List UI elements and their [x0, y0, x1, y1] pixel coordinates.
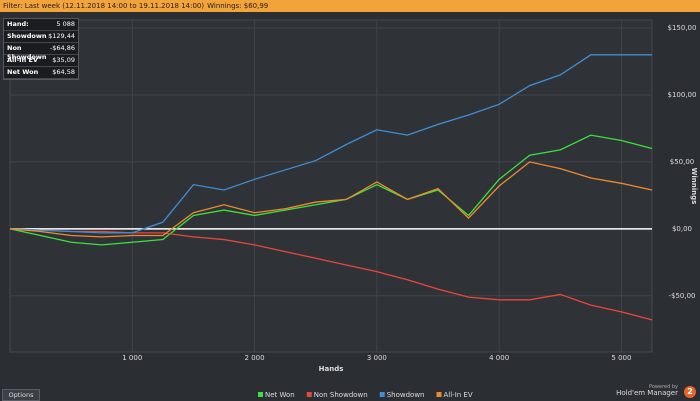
y-tick-label: $150,00	[668, 24, 697, 32]
plot-area	[9, 19, 653, 353]
stat-row: All-In EV $35,09	[4, 55, 78, 67]
stat-label: Hand:	[7, 20, 29, 28]
stat-label: Showdown	[7, 32, 47, 40]
stat-value: -$64,86	[49, 44, 75, 52]
series-line	[9, 228, 653, 321]
stat-row: Showdown $129,44	[4, 31, 78, 43]
stat-row: Non Showdown -$64,86	[4, 43, 78, 61]
legend-swatch	[306, 392, 312, 397]
x-tick-label: 4 000	[489, 354, 509, 362]
y-tick-label: $0,00	[672, 225, 692, 233]
stat-label: Net Won	[7, 68, 39, 76]
options-button[interactable]: Options	[2, 389, 40, 401]
stat-label: All-In EV	[7, 56, 38, 64]
branding: Powered by Hold'em Manager	[616, 384, 678, 397]
x-tick-label: 2 000	[245, 354, 265, 362]
stat-label: Non Showdown	[7, 44, 47, 61]
series-line	[9, 134, 653, 246]
filter-bar: Filter: Last week (12.11.2018 14:00 to 1…	[0, 0, 700, 12]
x-tick-label: 1 000	[122, 354, 142, 362]
powered-by: Powered by	[649, 384, 678, 390]
stat-row: Net Won $64,58	[4, 67, 78, 79]
x-tick-label: 5 000	[611, 354, 631, 362]
y-tick-label: $100,00	[668, 91, 697, 99]
series-line	[9, 161, 653, 238]
stats-box: Hand: 5 088 Showdown $129,44 Non Showdown -$6…	[3, 18, 79, 80]
legend-label: All-In EV	[444, 391, 473, 399]
legend-swatch	[379, 392, 385, 397]
stat-value: $35,09	[52, 56, 75, 64]
legend-label: Showdown	[387, 391, 425, 399]
legend-swatch	[258, 392, 263, 397]
x-tick-label: 3 000	[367, 354, 387, 362]
x-axis-title: Hands	[319, 365, 344, 373]
stat-value: $64,58	[52, 68, 75, 76]
stat-value: $129,44	[48, 32, 75, 40]
winnings-text: Winnings: $60,99	[207, 2, 269, 10]
legend-label: Non Showdown	[314, 391, 368, 399]
y-tick-label: $50,00	[670, 158, 695, 166]
y-tick-label: -$50,00	[668, 292, 695, 300]
legend-swatch	[436, 392, 442, 397]
legend-label: Net Won	[265, 391, 295, 399]
series-line	[9, 54, 652, 234]
stat-row: Hand: 5 088	[4, 19, 78, 31]
stat-value: 5 088	[56, 20, 75, 28]
y-axis-title: Winnings	[690, 168, 698, 205]
filter-text: Filter: Last week (12.11.2018 14:00 to 1…	[3, 2, 205, 10]
brand-name: Hold'em Manager	[616, 389, 678, 397]
logo: 2	[684, 386, 696, 398]
